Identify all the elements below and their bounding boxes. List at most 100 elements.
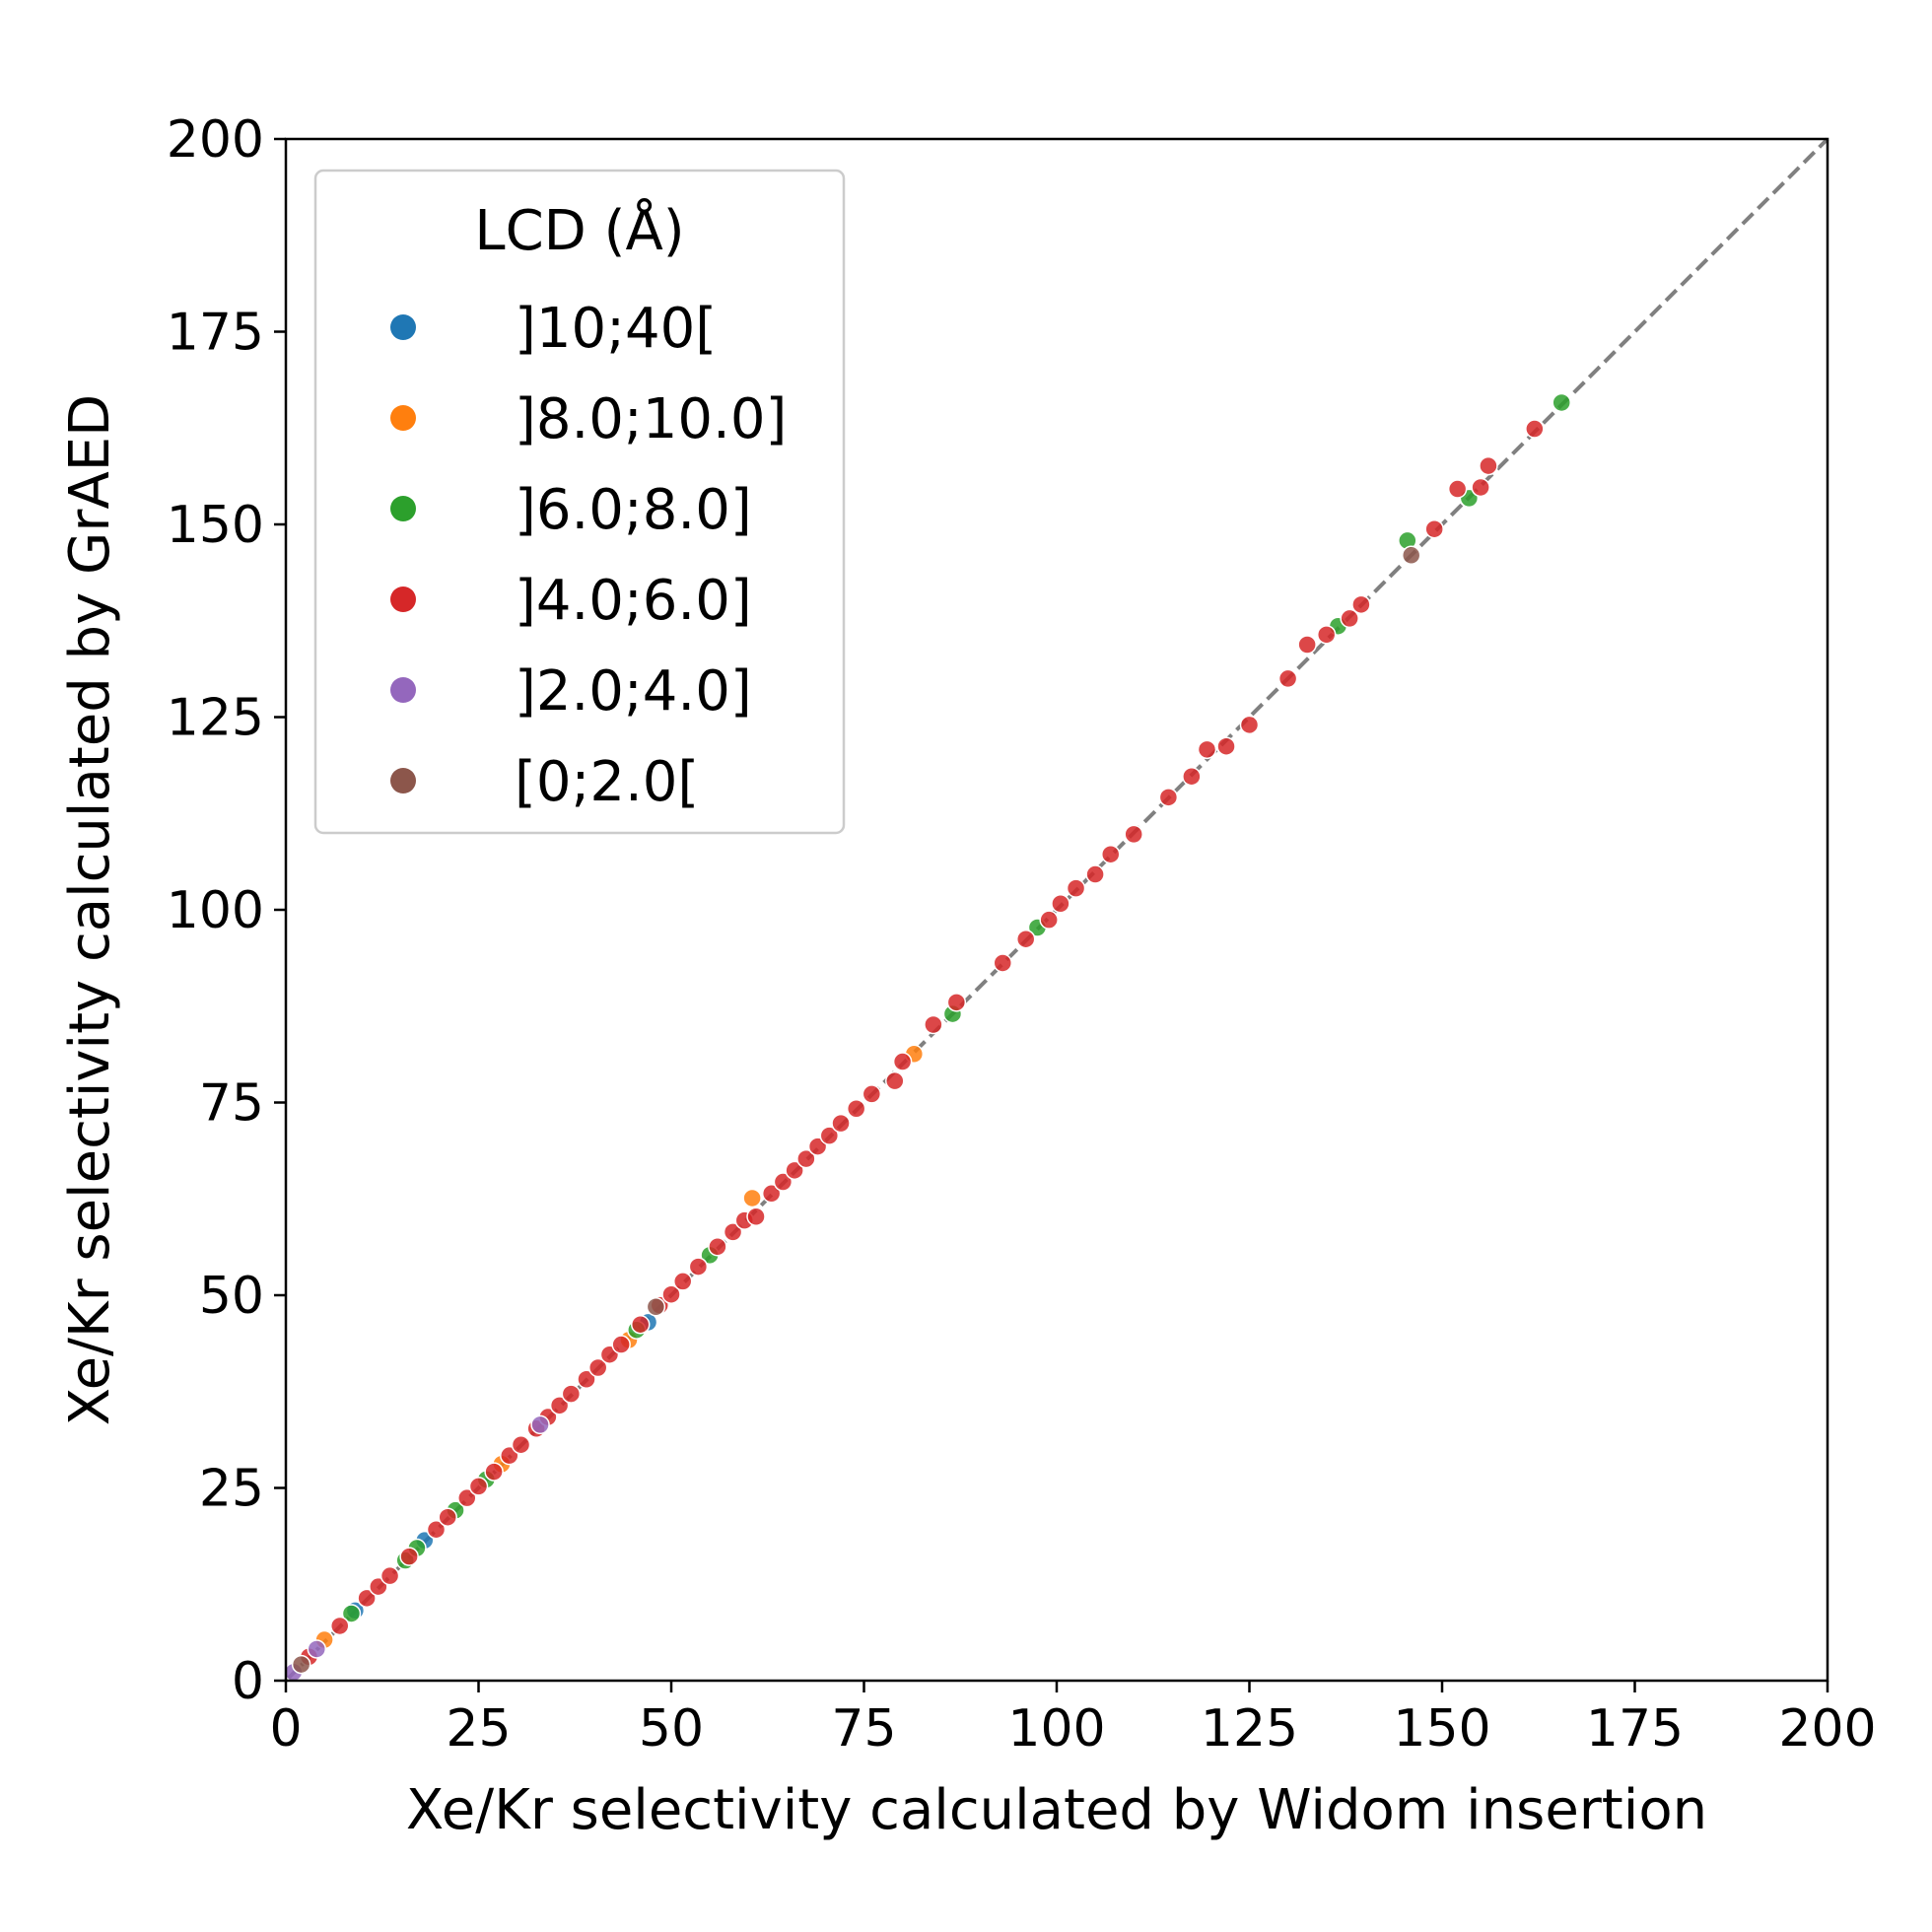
legend-marker [390,677,416,703]
y-tick-label: 200 [167,110,264,170]
data-point [484,1462,504,1482]
data-point [742,1188,762,1208]
data-point [796,1148,816,1169]
data-point [672,1272,693,1291]
data-point [846,1099,866,1119]
data-point [946,993,967,1012]
data-point [341,1604,362,1623]
data-point [587,1357,608,1378]
data-point [993,953,1013,973]
data-point [761,1184,782,1204]
data-point [1239,715,1260,735]
x-tick-label: 200 [1778,1699,1876,1759]
legend-label: ]4.0;6.0] [515,569,752,633]
data-point [831,1113,851,1134]
data-point [785,1160,804,1181]
legend-label: [0;2.0[ [515,750,699,814]
data-point [457,1487,477,1508]
data-point [329,1616,350,1636]
data-point [1424,518,1444,539]
data-point [1066,878,1086,898]
y-axis-title: Xe/Kr selectivity calculated by GrAED [58,394,122,1426]
data-point [773,1172,794,1192]
data-point [1297,635,1317,655]
data-point [1471,477,1490,498]
data-point [1401,545,1421,566]
legend-label: ]6.0;8.0] [515,478,752,542]
data-point [661,1284,681,1304]
data-point [1277,668,1298,689]
x-tick-label: 0 [269,1699,302,1759]
data-point [1316,625,1337,645]
data-point [1525,419,1545,439]
y-tick-label: 125 [167,689,264,748]
x-tick-label: 100 [1007,1699,1105,1759]
data-point [611,1335,631,1354]
data-point [924,1014,943,1035]
y-axis: 0 25 50 75 100 125 150 175 200 [167,110,286,1711]
data-point [708,1236,727,1257]
x-tick-label: 75 [831,1699,896,1759]
data-point [561,1384,582,1404]
legend-marker [390,405,416,431]
y-tick-label: 50 [199,1267,264,1326]
data-point [746,1207,766,1226]
data-point [357,1588,377,1609]
data-point [426,1519,447,1540]
data-point [511,1434,531,1455]
data-point [1479,455,1498,476]
legend-marker [390,768,416,794]
legend-marker [390,586,416,612]
data-point [1182,766,1202,787]
data-point [530,1414,550,1435]
x-axis-title: Xe/Kr selectivity calculated by Widom in… [406,1778,1707,1842]
points-layer [284,392,1571,1683]
x-tick-label: 175 [1586,1699,1684,1759]
data-point [380,1565,400,1586]
data-point [438,1507,457,1527]
data-point [1351,594,1371,615]
data-point [688,1257,709,1276]
data-point [577,1369,596,1389]
legend-label: ]2.0;4.0] [515,659,752,724]
data-point [1197,739,1217,760]
data-point [1039,910,1059,930]
data-point [1340,608,1359,629]
x-tick-label: 125 [1201,1699,1298,1759]
data-point [1100,844,1121,864]
data-point [862,1084,882,1104]
y-tick-label: 0 [232,1652,264,1711]
data-point [291,1654,311,1675]
y-tick-label: 100 [167,881,264,940]
data-point [892,1052,913,1071]
x-axis: 0 25 50 75 100 125 150 175 200 [269,1681,1877,1759]
data-point [646,1296,666,1317]
legend-marker [390,496,416,521]
y-tick-label: 150 [167,496,264,555]
y-tick-label: 175 [167,304,264,363]
data-point [399,1547,419,1566]
legend-label: ]8.0;10.0] [515,387,787,451]
data-point [468,1477,489,1496]
legend-items: ]10;40[]8.0;10.0]]6.0;8.0]]4.0;6.0]]2.0;… [390,297,787,814]
data-point [819,1126,840,1145]
data-point [1085,864,1105,884]
data-point [1158,788,1179,807]
data-point [307,1639,327,1659]
x-tick-label: 25 [446,1699,511,1759]
y-tick-label: 25 [199,1460,264,1519]
data-point [1124,824,1143,845]
data-point [1015,929,1036,949]
legend: LCD (Å) ]10;40[]8.0;10.0]]6.0;8.0]]4.0;6… [313,169,846,835]
x-tick-label: 150 [1393,1699,1490,1759]
data-point [549,1396,570,1415]
data-point [885,1070,905,1091]
legend-title: LCD (Å) [474,198,684,263]
y-tick-label: 75 [199,1074,264,1134]
data-point [723,1222,743,1242]
legend-marker [390,314,416,340]
legend-frame [313,169,846,835]
data-point [1552,392,1571,413]
